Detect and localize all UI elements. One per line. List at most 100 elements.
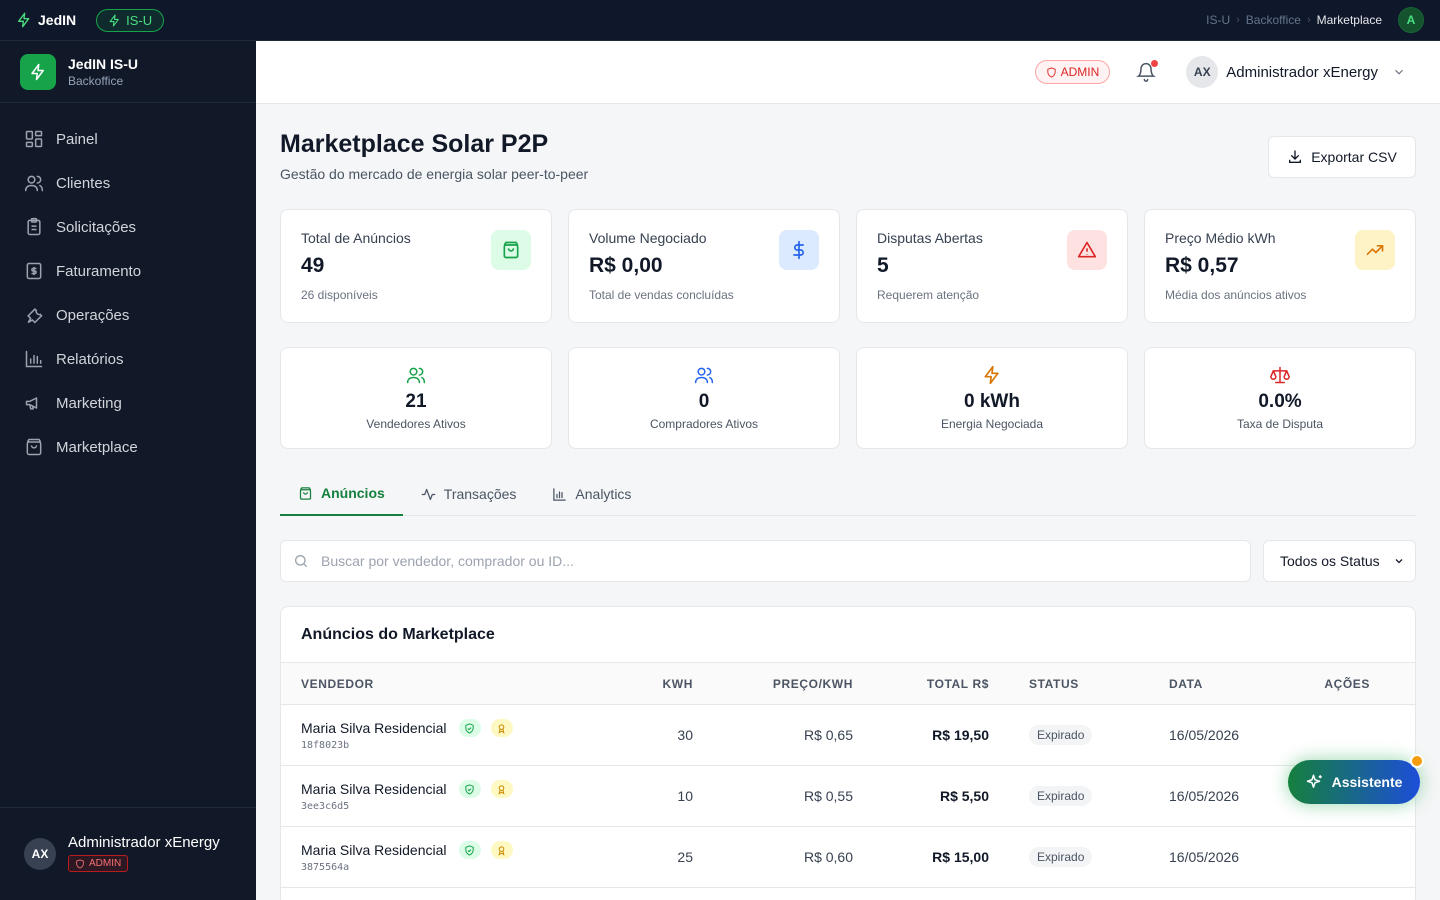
sidebar-item-operacoes[interactable]: Operações <box>0 293 256 337</box>
mini-stat-value: 21 <box>405 391 427 412</box>
column-header-data[interactable]: DATA <box>1169 676 1203 691</box>
notification-dot <box>1410 754 1424 768</box>
main-content: Marketplace Solar P2P Gestão do mercado … <box>256 104 1440 900</box>
stat-value: 49 <box>301 254 325 277</box>
assistant-button[interactable]: Assistente <box>1288 754 1424 804</box>
app-logo[interactable]: JedIN <box>16 12 76 28</box>
stat-card-preco-medio: Preço Médio kWh R$ 0,57 Média dos anúnci… <box>1144 209 1416 323</box>
cell-total: R$ 5,50 <box>939 788 989 804</box>
vendor-name[interactable]: Maria Silva Residencial <box>301 781 447 797</box>
breadcrumb-item[interactable]: IS-U <box>1206 13 1231 27</box>
shopping-bag-icon <box>26 438 42 456</box>
stat-card-total-anuncios: Total de Anúncios 49 26 disponíveis <box>280 209 552 323</box>
mini-stat-label: Vendedores Ativos <box>366 417 466 431</box>
status-filter-select[interactable]: Todos os Status <box>1263 540 1416 582</box>
mini-stat-label: Compradores Ativos <box>649 417 759 431</box>
page-subtitle: Gestão do mercado de energia solar peer-… <box>280 166 589 182</box>
notification-dot <box>1151 60 1159 67</box>
shield-check-icon <box>465 783 474 795</box>
brand-subtitle: Backoffice <box>68 73 124 88</box>
sidebar-item-clientes[interactable]: Clientes <box>0 161 256 205</box>
assistant-label: Assistente <box>1331 774 1403 790</box>
cell-date: 16/05/2026 <box>1169 727 1240 743</box>
breadcrumb-current: Marketplace <box>1316 13 1382 27</box>
stat-label: Volume Negociado <box>589 230 707 246</box>
download-icon <box>1289 150 1302 163</box>
stat-hint: Média dos anúncios ativos <box>1165 288 1307 302</box>
stat-icon <box>779 230 819 270</box>
cell-price: R$ 0,55 <box>803 788 853 804</box>
page-header: ADMIN AX Administrador xEnergy <box>256 41 1440 104</box>
bar-chart-icon <box>25 350 43 368</box>
sidebar-user-name: Administrador xEnergy <box>68 834 220 852</box>
sidebar-nav: Painel Clientes Solicitações Faturamento… <box>0 103 256 469</box>
bar-chart-icon <box>553 487 567 501</box>
megaphone-icon <box>25 397 38 410</box>
shield-check-icon <box>465 722 474 734</box>
column-header-status[interactable]: STATUS <box>1029 676 1079 691</box>
environment-label: IS-U <box>126 12 153 28</box>
cell-total: R$ 15,00 <box>932 849 989 865</box>
tab-transacoes[interactable]: Transações <box>403 472 535 516</box>
column-header-total[interactable]: TOTAL R$ <box>926 676 989 691</box>
sidebar-item-label: Marketplace <box>56 438 138 456</box>
stat-hint: Requerem atenção <box>877 288 980 302</box>
sidebar-brand[interactable]: JedIN IS-U Backoffice <box>0 41 256 103</box>
search-input[interactable] <box>321 553 1221 569</box>
page-title: Marketplace Solar P2P <box>280 130 549 158</box>
mini-stat-energia: 0 kWh Energia Negociada <box>856 347 1128 449</box>
award-icon <box>498 723 505 734</box>
wrench-icon <box>27 308 43 324</box>
sidebar: JedIN IS-U Backoffice Painel Clientes So… <box>0 41 256 900</box>
cell-date: 16/05/2026 <box>1169 788 1240 804</box>
cell-price: R$ 0,60 <box>803 849 853 865</box>
dollar-icon <box>793 240 804 260</box>
tabs: Anúncios Transações Analytics <box>280 472 1416 516</box>
stat-icon <box>1355 230 1395 270</box>
sidebar-item-faturamento[interactable]: Faturamento <box>0 249 256 293</box>
user-menu[interactable]: AX Administrador xEnergy <box>1186 56 1406 88</box>
table-row[interactable]: Maria Silva Residencial 18f8023b 30 R$ 0… <box>281 705 1415 766</box>
tab-analytics[interactable]: Analytics <box>534 472 649 516</box>
sidebar-user[interactable]: AX Administrador xEnergy ADMIN <box>0 807 256 900</box>
role-label: ADMIN <box>1060 65 1100 79</box>
sidebar-item-marketplace[interactable]: Marketplace <box>0 425 256 469</box>
stat-card-disputas-abertas: Disputas Abertas 5 Requerem atenção <box>856 209 1128 323</box>
status-badge: Expirado <box>1029 725 1093 745</box>
sidebar-item-label: Clientes <box>56 174 111 192</box>
listing-id: 3875564a <box>301 862 350 873</box>
notifications-button[interactable] <box>1136 60 1159 82</box>
stat-label: Total de Anúncios <box>301 230 411 246</box>
role-badge: ADMIN <box>68 855 129 873</box>
users-icon <box>694 367 714 384</box>
sidebar-item-solicitacoes[interactable]: Solicitações <box>0 205 256 249</box>
sidebar-item-label: Operações <box>56 306 130 324</box>
sidebar-item-marketing[interactable]: Marketing <box>0 381 256 425</box>
cell-total: R$ 19,50 <box>932 727 989 743</box>
environment-badge[interactable]: IS-U <box>96 8 165 32</box>
table-row[interactable]: Maria Silva Residencial 3ee3c6d5 10 R$ 0… <box>281 766 1415 827</box>
vendor-name[interactable]: Maria Silva Residencial <box>301 720 447 736</box>
column-header-vendedor[interactable]: VENDEDOR <box>301 676 374 691</box>
table-row[interactable]: Maria Silva Residencial 3875564a 25 R$ 0… <box>281 827 1415 888</box>
status-badge: Expirado <box>1029 847 1093 867</box>
sidebar-item-label: Faturamento <box>56 262 142 280</box>
stat-label: Preço Médio kWh <box>1165 230 1276 246</box>
column-header-preco[interactable]: PREÇO/KWH <box>772 676 853 691</box>
avatar[interactable]: A <box>1398 7 1424 33</box>
sidebar-item-painel[interactable]: Painel <box>0 117 256 161</box>
export-csv-button[interactable]: Exportar CSV <box>1268 136 1416 178</box>
search-icon <box>295 555 307 567</box>
receipt-icon <box>26 262 42 280</box>
breadcrumb-item[interactable]: Backoffice <box>1245 13 1301 27</box>
search-box <box>280 540 1251 582</box>
column-header-kwh[interactable]: KWH <box>662 676 693 691</box>
sidebar-item-relatorios[interactable]: Relatórios <box>0 337 256 381</box>
stat-card-volume-negociado: Volume Negociado R$ 0,00 Total de vendas… <box>568 209 840 323</box>
mini-stat-label: Energia Negociada <box>940 417 1044 431</box>
tab-anuncios[interactable]: Anúncios <box>280 472 403 516</box>
vendor-name[interactable]: Maria Silva Residencial <box>301 842 447 858</box>
cell-date: 16/05/2026 <box>1169 849 1240 865</box>
cell-price: R$ 0,65 <box>803 727 853 743</box>
app-logo-text: JedIN <box>38 12 77 28</box>
